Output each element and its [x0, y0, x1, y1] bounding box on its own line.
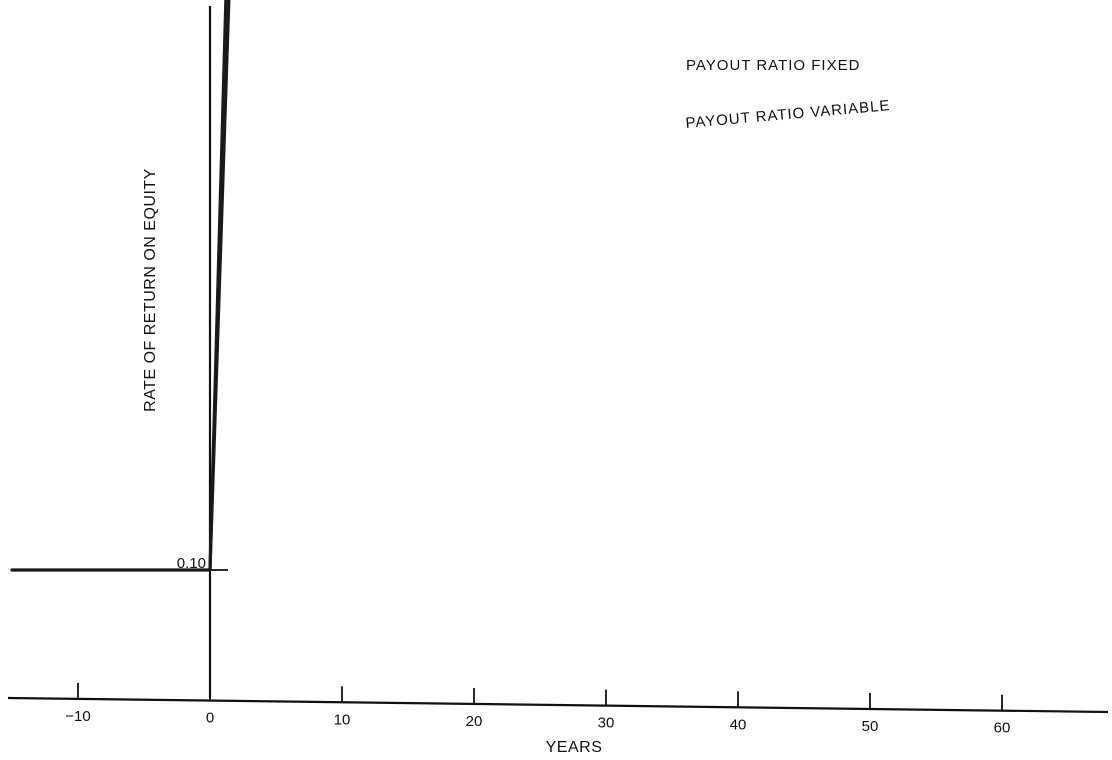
labels: YEARS RATE OF RETURN ON EQUITY PAYOUT RA… — [142, 57, 891, 756]
x-tick-label: 50 — [862, 718, 879, 735]
series-label-variable: PAYOUT RATIO VARIABLE — [685, 97, 891, 132]
x-tick-label: 10 — [334, 711, 351, 728]
y-tick-label: 0.10 — [177, 555, 206, 572]
x-tick-label: −10 — [65, 708, 90, 725]
series-lines — [10, 0, 231, 572]
x-tick-label: 20 — [466, 713, 483, 730]
x-tick-label: 40 — [730, 716, 747, 733]
series-line-payout-ratio-variable — [208, 0, 231, 572]
series-label-fixed: PAYOUT RATIO FIXED — [686, 57, 860, 74]
y-axis-title: RATE OF RETURN ON EQUITY — [142, 168, 159, 412]
x-tick-label: 0 — [206, 710, 214, 727]
axes — [7, 6, 1109, 714]
series-line-payout-ratio-fixed — [10, 0, 228, 572]
x-tick-label: 30 — [598, 715, 615, 732]
x-tick-label: 60 — [994, 720, 1011, 737]
x-axis-title: YEARS — [546, 739, 603, 756]
x-axis-line — [7, 696, 1109, 714]
